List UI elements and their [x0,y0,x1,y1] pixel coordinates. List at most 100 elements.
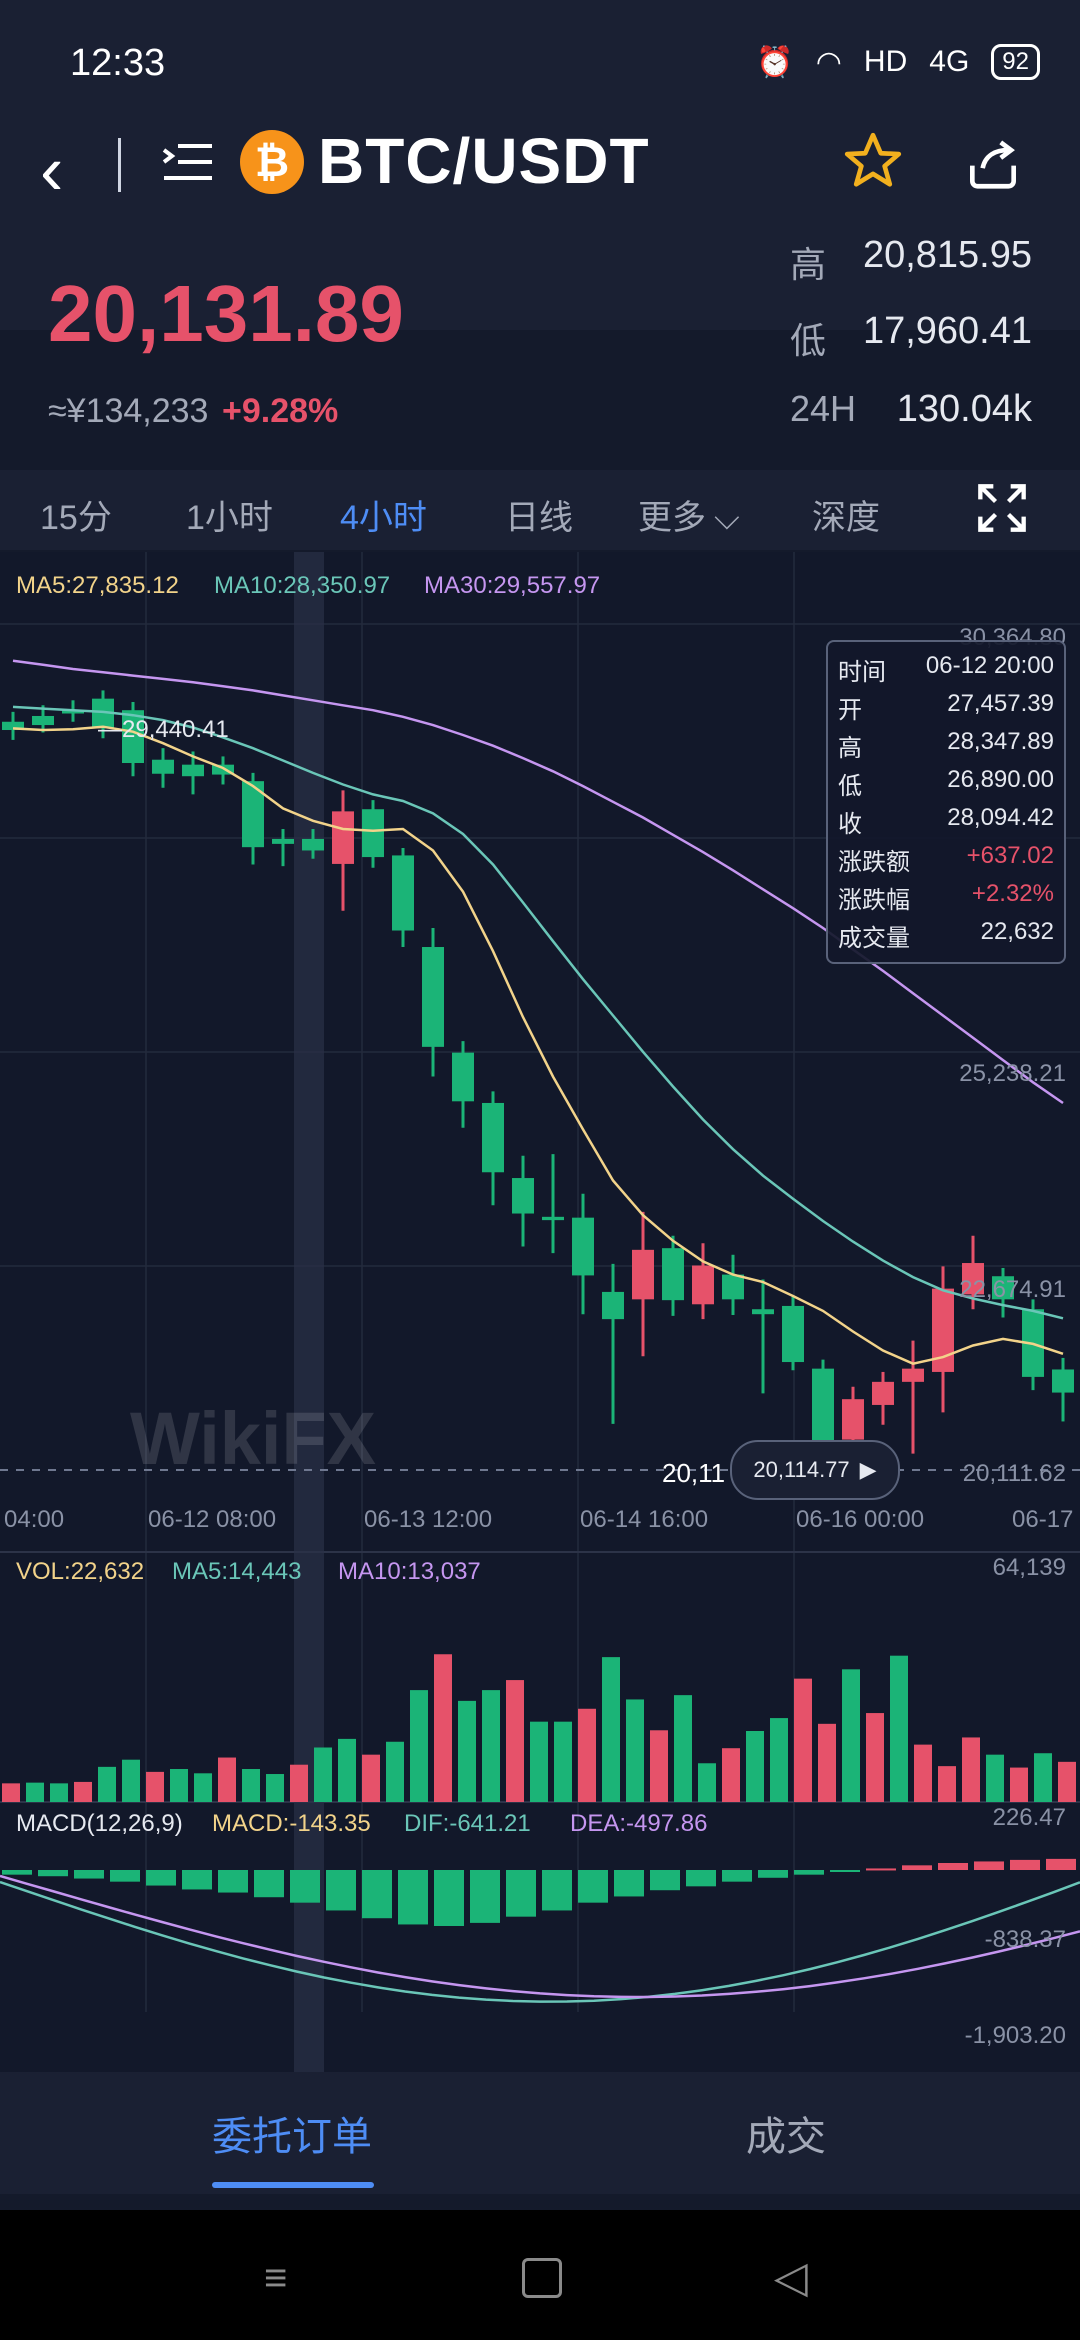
macd-bar-11 [398,1870,428,1925]
tab-orders[interactable]: 委托订单 [212,2115,372,2159]
high-value: 20,815.95 [862,234,1032,276]
tooltip-row-vol: 成交量 22,632 [838,918,1054,953]
volume-bar-11 [266,1774,284,1802]
vol-ma10-label: MA10:13,037 [338,1558,481,1585]
candle-body-35 [1052,1369,1074,1393]
macd-bar-19 [686,1870,716,1887]
system-navbar [0,2210,1080,2340]
tab-depth[interactable]: 深度 [812,499,880,537]
macd-bar-6 [218,1870,248,1893]
bitcoin-icon: ₿ [240,130,304,194]
volume-bar-42 [1010,1767,1028,1802]
caret-right-icon: ▶ [859,1457,877,1482]
macd-bars [0,1858,1080,2003]
tooltip-row-chg-amt: 涨跌额 +637.02 [838,842,1054,877]
macd-bar-13 [470,1870,500,1923]
volume-bar-32 [770,1718,788,1802]
fullscreen-icon[interactable] [976,482,1028,534]
macd-bar-0 [2,1870,32,1875]
alarm-icon: ⏰ [756,45,794,79]
tab-more[interactable]: 更多 ⌵ [638,490,740,539]
candle-body-13 [392,855,414,931]
vol24-label: 24H [790,388,857,429]
bottom-tabs [0,2072,1080,2194]
candle-body-24 [722,1274,744,1300]
last-price: 20,131.89 [48,269,404,358]
macd-bar-12 [434,1870,464,1926]
volume-bar-41 [986,1754,1004,1802]
candle-body-32 [962,1263,984,1295]
volume-bar-29 [698,1763,716,1802]
volume-bar-21 [506,1680,524,1802]
tooltip-row-time: 时间 06-12 20:00 [838,652,1054,687]
tab-4h[interactable]: 4小时 [340,499,427,537]
macd-bar-4 [146,1870,176,1886]
tooltip-high-value: 28,347.89 [947,728,1054,755]
candle-body-10 [302,838,324,851]
macd-bar-3 [110,1870,140,1882]
candle-body-28 [842,1399,864,1440]
nav-back-icon[interactable]: ◁ [774,2253,808,2302]
macd-bar-18 [650,1870,680,1891]
candle-body-15 [452,1052,474,1102]
vol-label: VOL:22,632 [16,1558,145,1585]
share-icon[interactable] [962,132,1024,194]
candle-body-17 [512,1178,534,1214]
tooltip-time-label: 时间 [838,659,886,686]
price-cny: ≈¥134,233 [48,392,209,430]
favorite-star-icon[interactable] [842,130,904,192]
time-axis-3: 06-14 16:00 [580,1506,709,1533]
volume-bar-35 [842,1669,860,1802]
volume-bar-40 [962,1737,980,1802]
candle-body-14 [422,947,444,1047]
kline-chart[interactable] [0,552,1080,2072]
ma10-label: MA10:28,350.97 [214,572,391,599]
volume-bar-20 [482,1690,500,1802]
last-price-left: 20,11 [662,1458,726,1488]
ma30-line [12,659,1064,1105]
time-axis-5: 06-17 [1012,1506,1074,1533]
volume-bar-0 [2,1783,20,1802]
volume-bar-26 [626,1699,644,1802]
tab-1h[interactable]: 1小时 [186,499,273,537]
volume-bar-17 [410,1690,428,1802]
candle-body-29 [872,1381,894,1405]
candle-body-12 [362,809,384,858]
nav-home-icon[interactable] [522,2258,562,2298]
vol24-value: 130.04k [896,388,1032,430]
macd-bar-25 [902,1865,932,1870]
macd-bar-22 [794,1870,824,1875]
volume-bar-13 [314,1747,332,1802]
menu-icon[interactable] [160,138,216,186]
tab-1d[interactable]: 日线 [505,499,573,537]
candle-body-31 [932,1288,954,1372]
tooltip-open-value: 27,457.39 [947,690,1054,717]
macd-axis-mid: -838.37 [984,1926,1066,1953]
candle-body-2 [62,710,84,714]
candle-body-16 [482,1102,504,1173]
nav-menu-icon[interactable]: ≡ [264,2256,288,2300]
wifi-icon: ◠ [815,45,842,79]
volume-bar-38 [914,1744,932,1802]
candle-body-0 [2,721,24,731]
volume-bar-2 [50,1783,68,1802]
volume-bar-18 [434,1654,452,1802]
last-price-badge[interactable]: 20,114.77 ▶ [730,1440,900,1500]
candle-body-11 [332,811,354,864]
tab-15m[interactable]: 15分 [40,499,112,537]
network-label: 4G [929,45,970,78]
candle-body-33 [992,1276,1014,1300]
tooltip-low-value: 26,890.00 [947,766,1054,793]
candle-body-20 [602,1291,624,1320]
tooltip-row-high: 高 28,347.89 [838,728,1054,763]
volume-bar-7 [170,1769,188,1802]
tab-trades[interactable]: 成交 [746,2115,826,2159]
back-button[interactable]: ‹ [40,131,64,209]
macd-bar-17 [614,1870,644,1897]
ma30-label: MA30:29,557.97 [424,572,601,599]
volume-bar-33 [794,1678,812,1802]
volume-bar-44 [1058,1761,1076,1802]
volume-bar-28 [674,1695,692,1802]
volume-bar-5 [122,1759,140,1802]
price-change: +9.28% [222,392,339,430]
